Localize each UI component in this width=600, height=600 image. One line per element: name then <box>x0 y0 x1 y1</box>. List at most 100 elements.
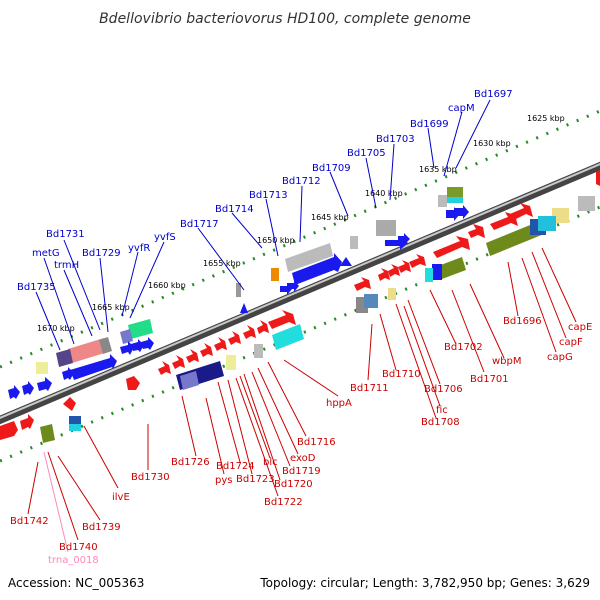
feature-block <box>69 424 81 431</box>
gene-label: Bd1697 <box>474 89 513 100</box>
scale-label: 1670 kbp <box>37 324 75 333</box>
feature-block <box>40 424 55 443</box>
genome-backbone <box>0 161 600 425</box>
gene-label: Bd1731 <box>46 229 85 240</box>
cds-arrow <box>62 367 74 380</box>
accession-text: Accession: NC_005363 <box>8 576 144 590</box>
cds-arrow <box>378 268 390 281</box>
gene-label: ilvE <box>112 492 130 503</box>
feature-block <box>271 268 279 281</box>
gene-label: Bd1726 <box>171 457 210 468</box>
feature-block <box>350 236 358 249</box>
feature-block <box>388 288 396 300</box>
cds-arrow <box>455 205 469 219</box>
scale-label: 1630 kbp <box>473 139 511 148</box>
feature-block <box>120 329 133 344</box>
feature-block <box>99 337 112 354</box>
gene-label: Bd1702 <box>444 342 483 353</box>
cds-arrow <box>37 377 52 391</box>
scale-track <box>0 109 600 463</box>
gene-label: Bd1723 <box>236 474 275 485</box>
cds-arrow <box>468 224 485 238</box>
cds-arrow <box>186 349 199 363</box>
cds-arrow <box>22 381 34 395</box>
scale-label: 1665 kbp <box>92 303 130 312</box>
genome-summary-text: Topology: circular; Length: 3,782,950 bp… <box>259 576 590 590</box>
cds-arrow <box>126 376 140 390</box>
cds-arrow <box>257 320 269 334</box>
scale-label: 1660 kbp <box>148 281 186 290</box>
gene-label: Bd1730 <box>131 472 170 483</box>
gene-label: Bd1716 <box>297 437 336 448</box>
gene-label: capG <box>547 352 573 363</box>
gene-label: yvfS <box>154 232 176 243</box>
cds-arrow <box>70 354 117 380</box>
gene-label: metG <box>32 248 60 259</box>
gene-label: capE <box>568 322 592 333</box>
cds-arrow <box>490 212 518 230</box>
cds-arrow <box>433 236 470 258</box>
cds-arrow <box>8 385 20 399</box>
feature-block <box>285 243 333 272</box>
gene-label: hppA <box>326 398 352 409</box>
cds-arrow <box>131 339 144 352</box>
gene-label: Bd1712 <box>282 176 321 187</box>
rna-gene-label: trna_0018 <box>48 555 99 566</box>
cds-arrow <box>510 203 533 220</box>
feature-block <box>56 349 73 367</box>
gene-label: Bd1735 <box>17 282 56 293</box>
feature-block <box>538 216 556 231</box>
gene-label: pys <box>215 475 232 486</box>
cds-arrow <box>268 310 296 329</box>
feature-block <box>438 257 466 279</box>
scale-labels: 1625 kbp 1630 kbp 1635 kbp 1640 kbp 1645… <box>37 114 565 333</box>
cds-arrow <box>340 257 352 266</box>
gene-label: Bd1729 <box>82 248 121 259</box>
gene-label: capF <box>559 337 583 348</box>
gene-label: trmH <box>54 260 79 271</box>
gene-label: Bd1705 <box>347 148 386 159</box>
feature-block <box>447 187 463 197</box>
cds-arrow <box>228 331 241 345</box>
rna-label-leader <box>43 451 69 553</box>
cds-arrow <box>398 233 410 245</box>
feature-block <box>254 344 263 358</box>
feature-block <box>447 197 463 203</box>
cds-arrow <box>287 280 299 292</box>
feature-block <box>486 221 544 256</box>
gene-label: Bd1703 <box>376 134 415 145</box>
gene-label: capM <box>448 103 475 114</box>
gene-label: Bd1717 <box>180 219 219 230</box>
gene-label: Bd1724 <box>216 461 255 472</box>
feature-block <box>578 196 595 211</box>
cds-arrow <box>20 414 34 430</box>
gene-label: Bd1742 <box>10 516 49 527</box>
gene-label: Bd1706 <box>424 384 463 395</box>
gene-label: Bd1709 <box>312 163 351 174</box>
cds-arrow <box>214 337 227 351</box>
cds-arrow <box>243 325 256 339</box>
cds-arrow <box>409 254 426 268</box>
cds-arrow <box>0 421 18 440</box>
cds-arrow <box>388 264 400 277</box>
cds-arrow <box>200 343 213 357</box>
gene-label: Bd1701 <box>470 374 509 385</box>
cds-arrow <box>354 277 371 291</box>
page-title: Bdellovibrio bacteriovorus HD100, comple… <box>99 11 471 27</box>
cds-arrow <box>141 337 154 350</box>
gene-label: fic <box>436 405 448 416</box>
gene-label: blc <box>263 457 278 468</box>
gene-label: exoD <box>290 453 316 464</box>
gene-label: Bd1740 <box>59 542 98 553</box>
reverse-features <box>0 170 600 443</box>
feature-block <box>69 416 81 424</box>
cds-arrow <box>63 397 76 411</box>
feature-block <box>68 338 108 363</box>
feature-block <box>180 371 199 390</box>
cds-arrow <box>240 303 248 313</box>
feature-block <box>272 324 304 350</box>
gene-label: Bd1699 <box>410 119 449 130</box>
cds-arrow <box>120 341 134 355</box>
scale-label: 1655 kbp <box>203 259 241 268</box>
